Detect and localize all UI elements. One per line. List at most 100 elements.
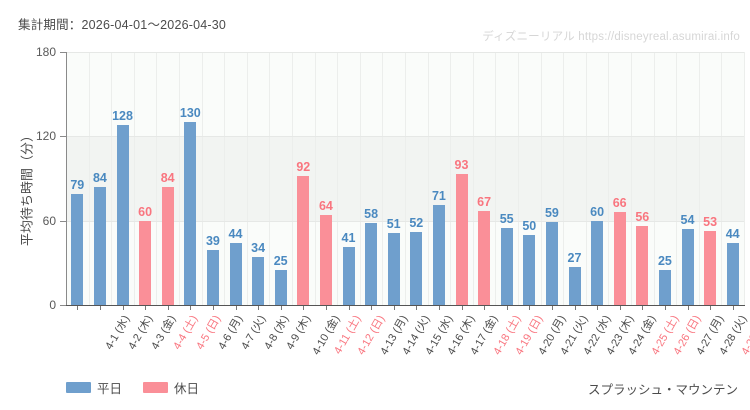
bar[interactable]: [523, 234, 535, 305]
bar[interactable]: [614, 212, 626, 305]
bar-value-label: 84: [92, 170, 107, 185]
bar[interactable]: [682, 229, 694, 305]
x-tick-mark: [349, 306, 350, 310]
bar-value-label: 55: [499, 211, 514, 226]
bar[interactable]: [501, 227, 513, 305]
bar[interactable]: [139, 220, 151, 305]
bar[interactable]: [94, 186, 106, 305]
x-tick-mark: [326, 306, 327, 310]
gridline-vertical: [518, 52, 519, 305]
legend-item[interactable]: 平日: [66, 378, 122, 397]
bar[interactable]: [184, 122, 196, 305]
gridline-vertical: [654, 52, 655, 305]
gridline-vertical: [428, 52, 429, 305]
y-axis-line: [66, 52, 67, 305]
bar-value-label: 52: [409, 215, 424, 230]
legend-label: 平日: [97, 382, 123, 396]
bar[interactable]: [727, 243, 739, 305]
bar[interactable]: [117, 125, 129, 305]
x-tick-mark: [462, 306, 463, 310]
x-tick-mark: [665, 306, 666, 310]
gridline-vertical: [292, 52, 293, 305]
bar[interactable]: [162, 186, 174, 305]
legend-item[interactable]: 休日: [143, 378, 199, 397]
x-tick-mark: [484, 306, 485, 310]
x-tick-mark: [552, 306, 553, 310]
gridline-horizontal: [66, 220, 744, 222]
gridline-vertical: [744, 52, 745, 305]
bar-value-label: 54: [680, 213, 695, 228]
bar-value-label: 44: [228, 227, 243, 242]
x-tick-mark: [733, 306, 734, 310]
bar-value-label: 60: [590, 204, 605, 219]
bar[interactable]: [478, 210, 490, 305]
x-tick-mark: [597, 306, 598, 310]
x-tick-mark: [620, 306, 621, 310]
bar[interactable]: [252, 257, 264, 305]
x-tick-mark: [190, 306, 191, 310]
x-tick-mark: [258, 306, 259, 310]
bar-value-label: 60: [138, 204, 153, 219]
gridline-horizontal: [66, 52, 744, 53]
bar-value-label: 25: [273, 253, 288, 268]
legend-swatch: [143, 382, 169, 393]
gridline-vertical: [563, 52, 564, 305]
bar[interactable]: [71, 193, 83, 305]
bar-value-label: 51: [386, 217, 401, 232]
gridline-vertical: [202, 52, 203, 305]
bar-value-label: 92: [296, 159, 311, 174]
bar-value-label: 130: [179, 106, 201, 121]
y-tick-mark: [60, 52, 66, 53]
bar[interactable]: [320, 215, 332, 305]
y-tick-label: 180: [35, 45, 56, 59]
bar[interactable]: [636, 226, 648, 305]
bar-value-label: 59: [544, 206, 559, 221]
gridline-vertical: [111, 52, 112, 305]
bar[interactable]: [343, 247, 355, 305]
gridline-vertical: [360, 52, 361, 305]
y-tick-mark: [60, 220, 66, 222]
bar[interactable]: [388, 233, 400, 305]
gridline-vertical: [269, 52, 270, 305]
bar-value-label: 44: [725, 227, 740, 242]
bar[interactable]: [230, 243, 242, 305]
bar-value-label: 71: [431, 189, 446, 204]
x-tick-mark: [710, 306, 711, 310]
x-axis-line: [66, 305, 745, 306]
bar[interactable]: [410, 231, 422, 305]
x-tick-mark: [575, 306, 576, 310]
bar[interactable]: [659, 269, 671, 305]
x-tick-mark: [507, 306, 508, 310]
period-title: 集計期間：2026-04-01〜2026-04-30: [18, 18, 227, 32]
gridline-vertical: [337, 52, 338, 305]
bar[interactable]: [297, 175, 309, 305]
bar-value-label: 27: [567, 251, 582, 266]
bar-value-label: 53: [703, 214, 718, 229]
gridline-vertical: [382, 52, 383, 305]
gridline-vertical: [224, 52, 225, 305]
bar[interactable]: [591, 220, 603, 305]
bar-value-label: 34: [251, 241, 266, 256]
bar-value-label: 56: [635, 210, 650, 225]
gridline-vertical: [676, 52, 677, 305]
gridline-vertical: [495, 52, 496, 305]
bar[interactable]: [546, 222, 558, 305]
x-tick-mark: [213, 306, 214, 310]
gridline-vertical: [541, 52, 542, 305]
x-tick-mark: [236, 306, 237, 310]
gridline-vertical: [156, 52, 157, 305]
x-tick-mark: [303, 306, 304, 310]
bar[interactable]: [433, 205, 445, 305]
bar[interactable]: [207, 250, 219, 305]
attraction-name: スプラッシュ・マウンテン: [587, 383, 738, 397]
y-axis-title: 平均待ち時間（分）: [19, 129, 35, 247]
bar-value-label: 58: [364, 207, 379, 222]
x-tick-mark: [394, 306, 395, 310]
bar[interactable]: [365, 223, 377, 305]
x-tick-mark: [529, 306, 530, 310]
x-tick-mark: [77, 306, 78, 310]
bar[interactable]: [569, 267, 581, 305]
bar[interactable]: [275, 269, 287, 305]
bar[interactable]: [704, 230, 716, 305]
bar[interactable]: [456, 174, 468, 305]
